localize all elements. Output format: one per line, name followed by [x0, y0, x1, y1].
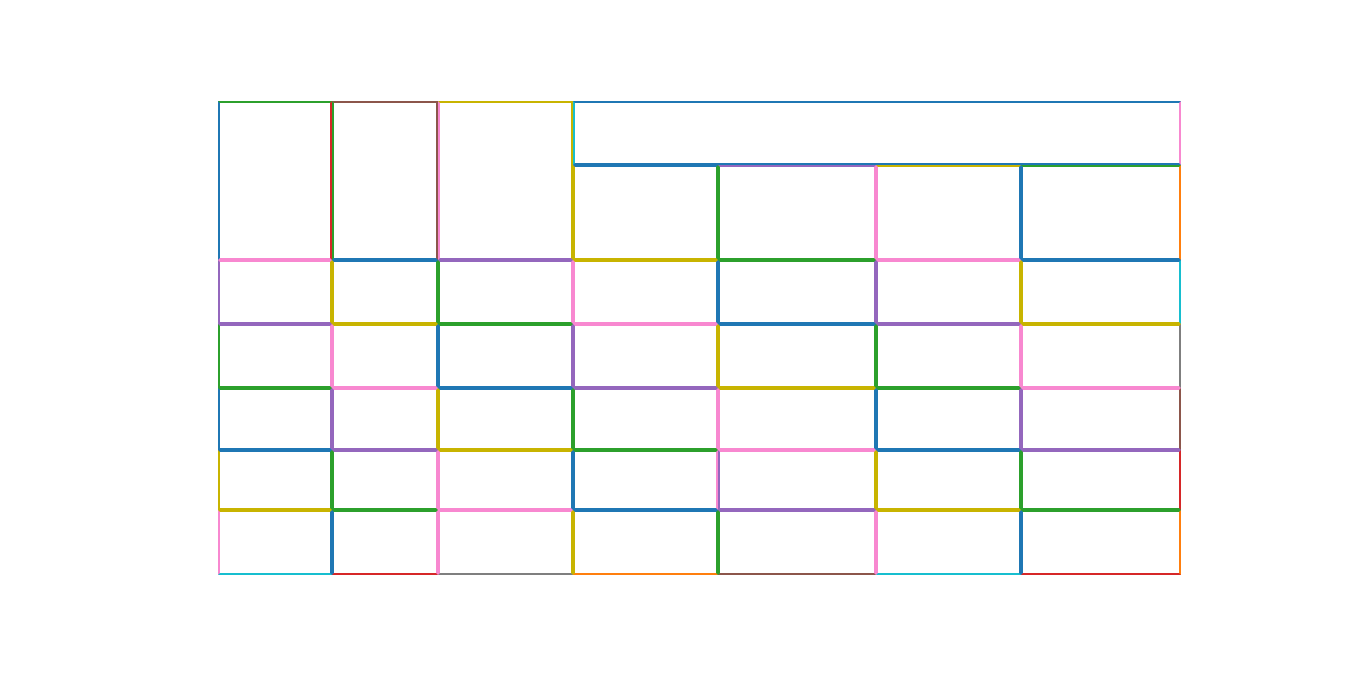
cell-r0-c1	[332, 101, 438, 260]
cell-r6-c0	[218, 510, 332, 575]
cell-r6-c4	[718, 510, 876, 575]
cell-r2-c5	[876, 260, 1021, 324]
cell-r1-c6	[1021, 165, 1181, 260]
cell-r0-c0	[218, 101, 332, 260]
cell-r2-c1	[332, 260, 438, 324]
cell-r2-c4	[718, 260, 876, 324]
cell-r5-c3	[573, 450, 718, 510]
cell-r6-c1	[332, 510, 438, 575]
cell-r4-c5	[876, 388, 1021, 450]
cell-r2-c2	[438, 260, 573, 324]
cell-r5-c5	[876, 450, 1021, 510]
cell-r6-c6	[1021, 510, 1181, 575]
cell-r4-c4	[718, 388, 876, 450]
cell-r2-c6	[1021, 260, 1181, 324]
cell-r5-c4	[718, 450, 876, 510]
cell-r4-c1	[332, 388, 438, 450]
cell-r2-c3	[573, 260, 718, 324]
cell-r3-c5	[876, 324, 1021, 388]
cell-r5-c0	[218, 450, 332, 510]
cell-r4-c2	[438, 388, 573, 450]
cell-r3-c2	[438, 324, 573, 388]
cell-r5-c2	[438, 450, 573, 510]
cell-r6-c3	[573, 510, 718, 575]
cell-r1-c3	[573, 165, 718, 260]
cell-r3-c3	[573, 324, 718, 388]
cell-r0-c2	[438, 101, 573, 260]
cell-r5-c1	[332, 450, 438, 510]
cell-r3-c6	[1021, 324, 1181, 388]
cell-r2-c0	[218, 260, 332, 324]
cell-r4-c0	[218, 388, 332, 450]
cell-r3-c4	[718, 324, 876, 388]
cell-r1-c5	[876, 165, 1021, 260]
cell-r3-c0	[218, 324, 332, 388]
cell-r0-c3	[573, 101, 1181, 165]
cell-r6-c2	[438, 510, 573, 575]
cell-r4-c6	[1021, 388, 1181, 450]
cell-r1-c4	[718, 165, 876, 260]
cell-r4-c3	[573, 388, 718, 450]
cell-r3-c1	[332, 324, 438, 388]
cell-r5-c6	[1021, 450, 1181, 510]
cell-r6-c5	[876, 510, 1021, 575]
